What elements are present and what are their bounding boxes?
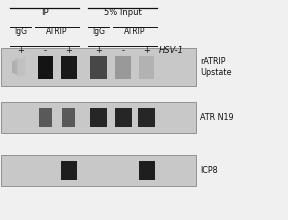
Bar <box>115 55 131 79</box>
Text: HSV-1: HSV-1 <box>159 46 184 55</box>
Bar <box>1 102 196 133</box>
Text: IgG: IgG <box>92 28 105 37</box>
Text: rATRIP
Upstate: rATRIP Upstate <box>200 57 232 77</box>
Bar <box>90 55 107 79</box>
Text: -: - <box>44 46 47 55</box>
Bar <box>1 48 196 86</box>
Bar <box>17 58 25 76</box>
Bar <box>1 155 196 186</box>
Bar <box>39 108 52 127</box>
Bar <box>90 108 107 127</box>
Bar <box>60 55 77 79</box>
Text: IP: IP <box>41 8 48 17</box>
Text: ATRIP: ATRIP <box>46 28 68 37</box>
Text: 5% Input: 5% Input <box>104 8 142 17</box>
Text: +: + <box>95 46 102 55</box>
Bar <box>60 161 77 180</box>
Text: -: - <box>122 46 125 55</box>
Text: +: + <box>17 46 24 55</box>
Text: IgG: IgG <box>14 28 27 37</box>
Bar <box>37 55 54 79</box>
Text: +: + <box>143 46 150 55</box>
Bar <box>62 108 75 127</box>
Bar <box>15 59 24 75</box>
Text: +: + <box>65 46 72 55</box>
Bar <box>18 57 26 77</box>
Bar <box>14 60 22 74</box>
Bar <box>12 61 21 73</box>
Bar <box>115 108 132 127</box>
Bar <box>139 55 154 79</box>
Bar <box>139 108 155 127</box>
Text: ATR N19: ATR N19 <box>200 113 234 122</box>
Text: ATRIP: ATRIP <box>124 28 146 37</box>
Text: ICP8: ICP8 <box>200 166 218 175</box>
Bar <box>139 161 155 180</box>
